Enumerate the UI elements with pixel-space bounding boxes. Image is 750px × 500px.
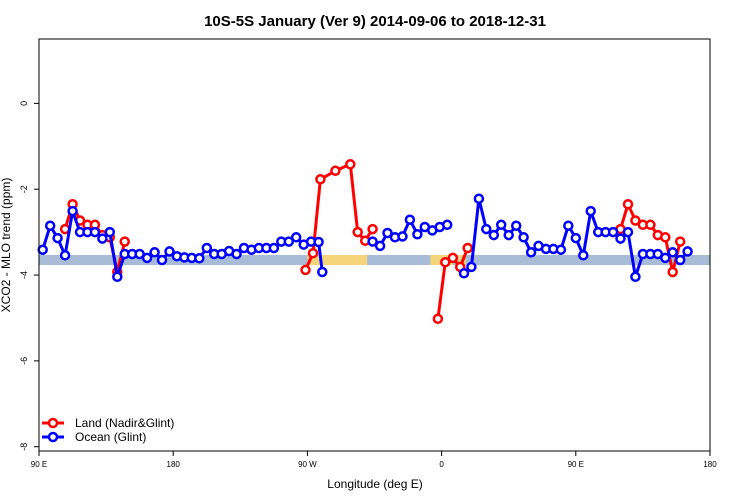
data-point-ocean-71 (615, 233, 626, 244)
data-point-land-13 (345, 159, 356, 170)
data-point-ocean-72 (622, 226, 634, 238)
y-tick-label-4: -8 (19, 443, 29, 451)
data-point-ocean-57 (510, 220, 522, 231)
data-point-ocean-38 (317, 266, 328, 278)
data-point-ocean-53 (481, 223, 492, 235)
data-point-ocean-0 (37, 244, 48, 255)
data-point-ocean-52 (473, 193, 485, 204)
ocean-coverage-band (39, 255, 710, 266)
data-point-ocean-63 (555, 244, 567, 255)
data-point-ocean-45 (412, 229, 423, 240)
data-point-ocean-34 (290, 232, 302, 243)
series-layer (37, 159, 693, 325)
data-point-ocean-51 (466, 261, 477, 273)
data-point-land-30 (674, 236, 686, 247)
data-point-ocean-59 (525, 247, 537, 258)
data-point-land-8 (119, 236, 130, 247)
data-point-ocean-50 (458, 268, 470, 279)
data-point-ocean-49 (441, 219, 453, 231)
legend-marker-land (47, 417, 59, 429)
chart-title: 10S-5S January (Ver 9) 2014-09-06 to 201… (204, 13, 546, 30)
plot-frame (38, 38, 711, 452)
data-point-ocean-26 (231, 248, 242, 260)
data-point-ocean-16 (156, 254, 168, 266)
data-point-ocean-9 (104, 226, 116, 238)
x-axis-ticks: 90 E 180 90 W 0 90 E 180 (31, 451, 717, 469)
data-point-land-29 (667, 266, 678, 278)
data-point-ocean-7 (89, 226, 101, 238)
data-point-ocean-40 (374, 240, 386, 252)
data-point-land-18 (440, 256, 451, 268)
y-axis-ticks: 0 -2 -4 -6 -8 (19, 101, 39, 451)
legend: Land (Nadir&Glint) Ocean (Glint) (42, 416, 174, 444)
data-point-ocean-54 (488, 229, 500, 241)
data-point-land-14 (352, 226, 363, 238)
legend-marker-ocean (47, 431, 59, 443)
data-point-ocean-70 (607, 226, 619, 238)
data-point-ocean-66 (578, 250, 589, 261)
data-point-ocean-8 (97, 233, 108, 244)
data-point-ocean-4 (67, 205, 78, 217)
y-tick-label-2: -4 (19, 271, 29, 279)
x-tick-label-4: 90 E (568, 460, 584, 469)
y-axis-label: XCO2 - MLO trend (ppm) (0, 178, 13, 313)
x-tick-label-0: 90 E (31, 460, 47, 469)
data-point-ocean-2 (52, 232, 63, 244)
data-point-ocean-79 (674, 254, 686, 266)
data-point-ocean-1 (44, 220, 56, 231)
data-point-ocean-55 (495, 219, 507, 231)
data-point-ocean-22 (201, 242, 213, 254)
data-point-ocean-58 (518, 232, 529, 243)
data-point-ocean-64 (563, 220, 574, 231)
data-point-ocean-77 (660, 252, 671, 264)
data-point-ocean-65 (570, 232, 582, 244)
data-point-land-10 (307, 247, 319, 259)
data-point-ocean-73 (630, 271, 641, 283)
data-point-ocean-43 (397, 231, 408, 242)
series-ocean (37, 193, 693, 283)
data-point-land-19 (447, 252, 459, 264)
data-point-land-28 (660, 232, 671, 243)
data-point-land-11 (315, 174, 326, 185)
legend-label-land: Land (Nadir&Glint) (75, 416, 174, 430)
data-point-ocean-15 (149, 247, 160, 258)
y-tick-label-3: -6 (19, 357, 29, 365)
data-point-ocean-33 (283, 236, 295, 247)
data-point-ocean-17 (164, 246, 175, 257)
data-point-ocean-44 (404, 214, 416, 225)
data-point-ocean-10 (112, 271, 123, 283)
x-tick-label-2: 90 W (298, 460, 317, 469)
legend-label-ocean: Ocean (Glint) (75, 430, 146, 444)
data-point-land-16 (367, 223, 378, 235)
data-point-land-9 (300, 264, 311, 276)
data-point-ocean-80 (682, 246, 693, 257)
data-point-land-23 (622, 198, 634, 210)
x-tick-label-3: 0 (439, 460, 444, 469)
y-tick-label-0: 0 (19, 101, 29, 106)
data-point-ocean-21 (194, 253, 205, 264)
data-point-ocean-39 (367, 236, 378, 247)
x-axis-label: Longitude (deg E) (327, 477, 422, 491)
data-point-ocean-78 (667, 247, 678, 258)
data-point-land-12 (330, 165, 341, 177)
data-point-ocean-31 (268, 242, 280, 254)
data-point-ocean-67 (585, 205, 596, 217)
data-point-land-21 (462, 242, 473, 254)
data-point-land-17 (432, 313, 444, 325)
data-point-ocean-56 (503, 229, 514, 241)
x-tick-label-5: 180 (703, 460, 717, 469)
data-point-ocean-41 (382, 227, 393, 239)
data-point-ocean-37 (313, 236, 324, 248)
data-point-land-24 (630, 215, 641, 226)
data-point-ocean-14 (141, 252, 153, 264)
y-tick-label-1: -2 (19, 185, 29, 193)
x-tick-label-1: 180 (167, 460, 181, 469)
data-point-land-26 (645, 219, 656, 231)
land-coverage-band-0 (307, 255, 368, 266)
data-point-ocean-3 (59, 250, 71, 261)
